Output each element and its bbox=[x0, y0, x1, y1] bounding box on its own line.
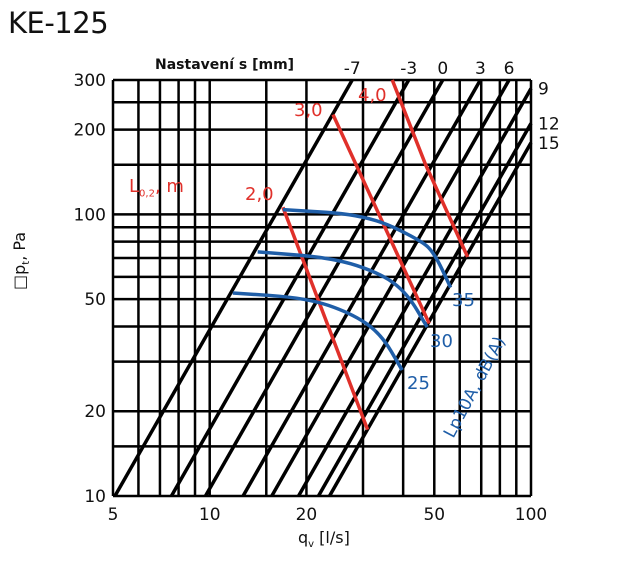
throw-legend-title: L0,2, m bbox=[129, 176, 184, 200]
y-label-main: □p bbox=[10, 264, 29, 290]
throw-line bbox=[281, 206, 370, 431]
noise-label-30: 30 bbox=[430, 331, 453, 352]
settings-line bbox=[113, 79, 354, 497]
settings-label: 0 bbox=[437, 59, 448, 79]
x-tick-label: 5 bbox=[108, 505, 119, 525]
y-label-unit: , Pa bbox=[10, 231, 29, 261]
y-axis-label: □pt, Pa bbox=[10, 232, 32, 290]
y-tick-label: 10 bbox=[84, 487, 106, 507]
x-tick-label: 20 bbox=[296, 505, 318, 525]
x-tick-label: 50 bbox=[423, 505, 445, 525]
throw-title-unit: , m bbox=[154, 176, 184, 197]
noise-label-25: 25 bbox=[407, 373, 430, 394]
throw-label-2: 2,0 bbox=[245, 184, 274, 205]
y-tick-label: 300 bbox=[74, 71, 106, 91]
throw-label-3: 3,0 bbox=[294, 100, 323, 121]
chart-title: KE-125 bbox=[8, 6, 109, 40]
settings-line bbox=[169, 79, 411, 497]
throw-title-main: L bbox=[129, 176, 140, 197]
x-label-unit: [l/s] bbox=[314, 528, 350, 547]
settings-label: 12 bbox=[538, 114, 560, 134]
settings-line bbox=[203, 79, 445, 497]
noise-label-35: 35 bbox=[452, 290, 475, 311]
y-tick-label: 50 bbox=[84, 290, 106, 310]
throw-line bbox=[390, 79, 470, 258]
throw-label-4: 4,0 bbox=[358, 85, 387, 106]
settings-line bbox=[328, 141, 533, 497]
noise-line bbox=[257, 250, 429, 328]
x-tick-label: 10 bbox=[199, 505, 221, 525]
settings-line bbox=[270, 79, 511, 497]
x-label-main: q bbox=[298, 528, 309, 547]
y-tick-label: 200 bbox=[74, 121, 106, 141]
noise-line bbox=[232, 291, 404, 371]
settings-axis-title: Nastavení s [mm] bbox=[155, 57, 295, 73]
y-tick-label: 20 bbox=[84, 402, 106, 422]
y-label-sub: t bbox=[21, 260, 33, 265]
settings-label: -3 bbox=[400, 59, 417, 79]
settings-label: 9 bbox=[538, 79, 549, 99]
settings-label: -7 bbox=[344, 59, 361, 79]
x-axis-label: qv [l/s] bbox=[298, 528, 350, 550]
settings-label: 3 bbox=[475, 59, 486, 79]
throw-title-sub: 0,2 bbox=[139, 188, 155, 200]
throw-line bbox=[331, 113, 431, 325]
settings-label: 6 bbox=[504, 59, 515, 79]
noise-line bbox=[282, 207, 453, 289]
x-tick-label: 100 bbox=[515, 505, 547, 525]
settings-line bbox=[241, 79, 482, 497]
y-tick-label: 100 bbox=[74, 205, 106, 225]
settings-label: 15 bbox=[538, 134, 560, 154]
x-label-sub: v bbox=[308, 539, 315, 551]
